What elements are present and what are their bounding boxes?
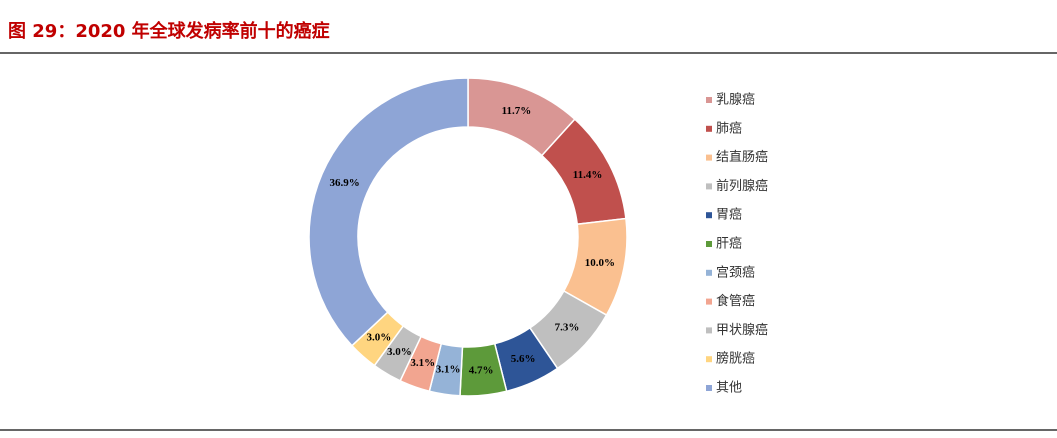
legend-swatch bbox=[706, 212, 712, 219]
legend-label: 膀胱癌 bbox=[716, 351, 755, 367]
value-label: 10.0% bbox=[585, 257, 615, 269]
legend-swatch bbox=[706, 125, 712, 132]
legend-label: 肝癌 bbox=[716, 236, 742, 252]
value-label: 36.9% bbox=[329, 177, 359, 189]
donut-slice bbox=[308, 77, 469, 347]
legend-label: 肺癌 bbox=[716, 120, 742, 136]
value-label: 7.3% bbox=[555, 322, 580, 334]
legend-swatch bbox=[706, 327, 712, 334]
value-label: 3.0% bbox=[367, 331, 392, 343]
legend-label: 结直肠癌 bbox=[716, 149, 768, 165]
legend-swatch bbox=[706, 356, 712, 363]
chart-title: 图 29：2020 年全球发病率前十的癌症 bbox=[8, 20, 330, 42]
legend-label: 甲状腺癌 bbox=[716, 322, 768, 338]
legend-swatch bbox=[706, 183, 712, 190]
legend-swatch bbox=[706, 154, 712, 161]
legend-label: 其他 bbox=[716, 381, 742, 396]
value-label: 11.4% bbox=[573, 169, 603, 181]
legend-swatch bbox=[706, 97, 712, 103]
value-label: 11.7% bbox=[502, 105, 532, 117]
legend-swatch bbox=[706, 298, 712, 305]
legend-label: 胃癌 bbox=[716, 207, 742, 223]
legend-label: 食管癌 bbox=[716, 293, 755, 309]
legend-label: 前列腺癌 bbox=[716, 178, 768, 194]
legend-label: 乳腺癌 bbox=[716, 92, 755, 108]
value-label: 5.6% bbox=[511, 353, 536, 365]
value-label: 4.7% bbox=[469, 364, 494, 376]
value-label: 3.0% bbox=[387, 346, 412, 358]
value-label: 3.1% bbox=[436, 364, 461, 376]
legend-swatch bbox=[706, 269, 712, 276]
legend-swatch bbox=[706, 385, 712, 391]
legend-label: 宫颈癌 bbox=[716, 264, 755, 280]
value-label: 3.1% bbox=[410, 357, 435, 369]
legend-swatch bbox=[706, 241, 712, 247]
